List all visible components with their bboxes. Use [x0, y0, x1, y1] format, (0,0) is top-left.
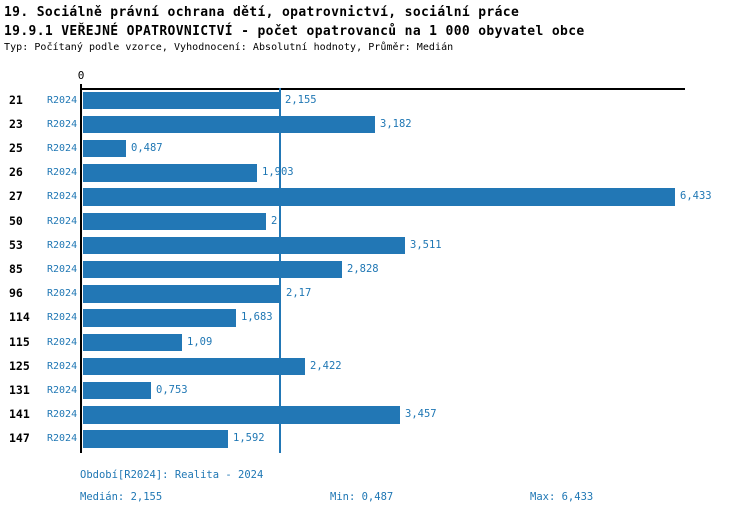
row-category-label: 131	[9, 382, 30, 397]
row-series-label: R2024	[47, 384, 78, 396]
row-category-label: 50	[9, 213, 23, 228]
chart-subtitle: 19.9.1 VEŘEJNÉ OPATROVNICTVÍ - počet opa…	[4, 24, 585, 39]
row-category-label: 96	[9, 286, 23, 301]
chart-meta-line: Typ: Počítaný podle vzorce, Vyhodnocení:…	[4, 42, 454, 53]
bar-value-label: 2	[271, 214, 278, 227]
bar-value-label: 2,155	[285, 93, 317, 106]
bar-value-label: 0,487	[131, 141, 163, 154]
bar[interactable]	[83, 115, 375, 134]
bar-value-label: 1,592	[233, 432, 265, 445]
bar-value-label: 0,753	[156, 383, 188, 396]
bar[interactable]	[83, 430, 228, 448]
row-category-label: 26	[9, 165, 23, 180]
bar-value-label: 3,511	[410, 238, 442, 251]
bar-value-label: 2,17	[286, 287, 312, 300]
bar[interactable]	[83, 333, 182, 351]
y-axis-line	[80, 84, 82, 453]
bar[interactable]	[83, 236, 405, 255]
bar[interactable]	[83, 188, 675, 206]
row-series-label: R2024	[47, 263, 78, 275]
row-series-label: R2024	[47, 288, 78, 300]
footer-period-label: Období[R2024]: Realita - 2024	[80, 469, 264, 481]
footer-max-label: Max: 6,433	[530, 491, 594, 503]
bar[interactable]	[83, 357, 305, 376]
row-category-label: 23	[9, 116, 23, 131]
row-category-label: 114	[9, 310, 30, 325]
row-series-label: R2024	[47, 118, 78, 130]
row-series-label: R2024	[47, 336, 78, 348]
row-category-label: 25	[9, 140, 23, 155]
row-series-label: R2024	[47, 215, 78, 227]
row-category-label: 53	[9, 237, 23, 252]
row-series-label: R2024	[47, 142, 78, 154]
bar[interactable]	[83, 381, 151, 400]
row-series-label: R2024	[47, 239, 78, 251]
bar[interactable]	[83, 91, 280, 109]
row-category-label: 147	[9, 431, 30, 446]
bar[interactable]	[83, 164, 257, 182]
row-category-label: 21	[9, 92, 23, 107]
bar-value-label: 3,457	[405, 408, 437, 421]
bar-value-label: 1,683	[241, 311, 273, 324]
row-series-label: R2024	[47, 433, 78, 445]
row-series-label: R2024	[47, 167, 78, 179]
bar[interactable]	[83, 406, 400, 424]
row-series-label: R2024	[47, 312, 78, 324]
row-category-label: 27	[9, 189, 23, 204]
row-category-label: 85	[9, 261, 23, 276]
bar-value-label: 3,182	[380, 117, 412, 130]
plot-top-border	[81, 88, 685, 90]
bar-value-label: 2,422	[310, 359, 342, 372]
footer-median-label: Medián: 2,155	[80, 491, 163, 503]
row-category-label: 141	[9, 407, 30, 422]
x-axis-zero-tick-label: 0	[77, 69, 85, 82]
bar-value-label: 2,828	[347, 262, 379, 275]
footer-min-label: Min: 0,487	[330, 491, 394, 503]
bar[interactable]	[83, 285, 281, 303]
bar-value-label: 6,433	[680, 190, 712, 203]
row-series-label: R2024	[47, 409, 78, 421]
row-series-label: R2024	[47, 94, 78, 106]
bar[interactable]	[83, 260, 342, 279]
row-category-label: 115	[9, 334, 30, 349]
bar[interactable]	[83, 212, 266, 230]
row-category-label: 125	[9, 358, 30, 373]
bar[interactable]	[83, 309, 236, 327]
row-series-label: R2024	[47, 191, 78, 203]
bar-value-label: 1,903	[262, 166, 294, 179]
bar-value-label: 1,09	[187, 335, 213, 348]
chart-title: 19. Sociálně právní ochrana dětí, opatro…	[4, 5, 520, 20]
bar[interactable]	[83, 139, 126, 158]
row-series-label: R2024	[47, 360, 78, 372]
